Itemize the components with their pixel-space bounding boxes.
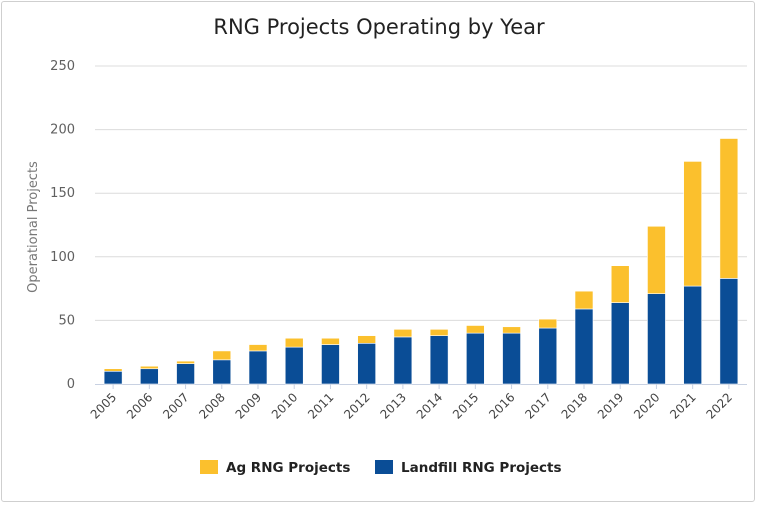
- bar-ag-rng-projects-2022[interactable]: [719, 138, 739, 279]
- x-tick-label: 2005: [88, 390, 119, 421]
- bar-ag-rng-projects-2005[interactable]: [103, 368, 123, 372]
- x-tick-label: 2009: [233, 390, 264, 421]
- y-tick-label: 50: [58, 313, 75, 328]
- bar-landfill-rng-projects-2005[interactable]: [103, 370, 123, 385]
- y-axis-ticks: 0 50 100 150 200 250: [50, 59, 75, 392]
- bar-landfill-rng-projects-2006[interactable]: [140, 368, 159, 385]
- x-tick-label: 2007: [160, 390, 191, 421]
- bar-landfill-rng-projects-2009[interactable]: [248, 350, 268, 385]
- bar-ag-rng-projects-2018[interactable]: [574, 290, 594, 310]
- legend-item-landfill-rng-projects[interactable]: Landfill RNG Projects: [375, 460, 562, 476]
- bar-ag-rng-projects-2009[interactable]: [248, 344, 268, 352]
- x-tick-label: 2016: [486, 390, 517, 421]
- x-tick-label: 2018: [559, 390, 590, 421]
- bar-landfill-rng-projects-2021[interactable]: [683, 285, 702, 385]
- bar-ag-rng-projects-2016[interactable]: [502, 326, 521, 334]
- x-tick-label: 2011: [305, 390, 336, 421]
- y-tick-label: 150: [50, 186, 75, 201]
- x-tick-label: 2006: [124, 390, 155, 421]
- x-tick-label: 2021: [667, 390, 698, 421]
- bar-landfill-rng-projects-2018[interactable]: [574, 308, 594, 385]
- bars: [103, 138, 739, 385]
- legend-label: Ag RNG Projects: [226, 460, 350, 476]
- x-tick-label: 2022: [704, 390, 735, 421]
- bar-landfill-rng-projects-2020[interactable]: [647, 293, 666, 385]
- bar-landfill-rng-projects-2008[interactable]: [212, 359, 232, 385]
- bar-landfill-rng-projects-2017[interactable]: [538, 327, 558, 385]
- x-tick-label: 2017: [522, 390, 553, 421]
- bar-ag-rng-projects-2007[interactable]: [176, 360, 195, 364]
- bar-ag-rng-projects-2010[interactable]: [284, 337, 304, 348]
- bar-ag-rng-projects-2011[interactable]: [321, 337, 340, 345]
- y-tick-label: 0: [67, 377, 75, 392]
- x-tick-label: 2019: [595, 390, 626, 421]
- x-tick-label: 2014: [414, 390, 445, 421]
- bar-landfill-rng-projects-2010[interactable]: [284, 346, 304, 385]
- bar-ag-rng-projects-2006[interactable]: [140, 365, 159, 370]
- bar-landfill-rng-projects-2007[interactable]: [176, 363, 195, 385]
- bar-ag-rng-projects-2014[interactable]: [429, 329, 449, 336]
- bar-ag-rng-projects-2017[interactable]: [538, 318, 558, 329]
- x-tick-label: 2015: [450, 390, 481, 421]
- bar-landfill-rng-projects-2013[interactable]: [393, 336, 413, 385]
- y-axis-label: Operational Projects: [26, 161, 41, 293]
- x-tick-label: 2010: [269, 390, 300, 421]
- x-axis-ticks: 2005 2006 2007 2008 2009 2010 2011 2012 2013 2014…: [88, 384, 735, 422]
- bar-ag-rng-projects-2019[interactable]: [610, 265, 630, 303]
- legend-swatch: [200, 460, 218, 474]
- gridlines: [95, 65, 747, 385]
- y-tick-label: 250: [50, 59, 75, 74]
- bar-landfill-rng-projects-2022[interactable]: [719, 278, 739, 385]
- y-tick-label: 100: [50, 250, 75, 265]
- bar-landfill-rng-projects-2019[interactable]: [610, 302, 630, 385]
- bar-ag-rng-projects-2012[interactable]: [357, 335, 376, 344]
- bar-ag-rng-projects-2008[interactable]: [212, 350, 232, 361]
- x-tick-label: 2008: [196, 390, 227, 421]
- legend-swatch: [375, 460, 393, 474]
- bar-landfill-rng-projects-2012[interactable]: [357, 342, 376, 385]
- x-tick-label: 2013: [378, 390, 409, 421]
- bar-landfill-rng-projects-2011[interactable]: [321, 344, 340, 385]
- bar-ag-rng-projects-2021[interactable]: [683, 161, 702, 287]
- legend-item-ag-rng-projects[interactable]: Ag RNG Projects: [200, 460, 350, 476]
- legend-label: Landfill RNG Projects: [401, 460, 562, 476]
- bar-ag-rng-projects-2013[interactable]: [393, 329, 413, 338]
- x-tick-label: 2012: [341, 390, 372, 421]
- bar-landfill-rng-projects-2014[interactable]: [429, 335, 449, 385]
- chart-title: RNG Projects Operating by Year: [213, 15, 545, 39]
- y-tick-label: 200: [50, 123, 75, 138]
- bar-landfill-rng-projects-2016[interactable]: [502, 332, 521, 385]
- x-tick-label: 2020: [631, 390, 662, 421]
- bar-ag-rng-projects-2015[interactable]: [466, 325, 485, 334]
- legend[interactable]: Ag RNG Projects Landfill RNG Projects: [200, 460, 562, 476]
- bar-ag-rng-projects-2020[interactable]: [647, 225, 666, 294]
- bar-landfill-rng-projects-2015[interactable]: [466, 332, 485, 385]
